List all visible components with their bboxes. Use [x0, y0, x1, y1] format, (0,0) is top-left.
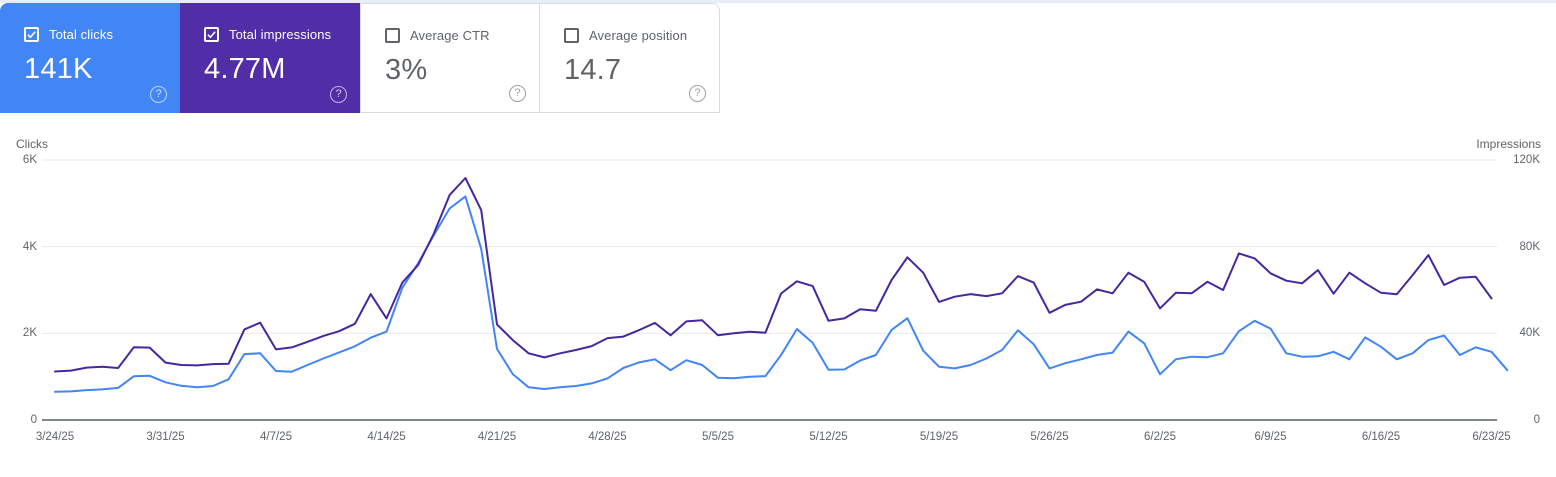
card-average-position[interactable]: Average position 14.7 ? — [540, 3, 720, 113]
card-value: 3% — [385, 54, 428, 86]
left-axis-tick: 0 — [30, 414, 37, 426]
left-axis-tick: 6K — [22, 154, 37, 166]
impressions-line[interactable] — [54, 177, 1493, 373]
left-axis-tick: 4K — [22, 240, 37, 253]
x-axis-date-label: 5/19/25 — [919, 431, 959, 443]
clicks-line[interactable] — [54, 195, 1509, 393]
card-total-clicks[interactable]: Total clicks 141K ? — [0, 3, 180, 113]
help-icon[interactable]: ? — [689, 85, 706, 102]
left-axis-title: Clicks — [16, 137, 48, 151]
performance-line-chart[interactable]: Clicks Impressions 0 2K 4K 6K 0 40K 80K 120K 3/2… — [0, 130, 1556, 477]
x-axis-date-label: 4/7/25 — [260, 431, 292, 443]
left-axis-tick: 2K — [22, 327, 37, 340]
right-axis-title: Impressions — [1476, 137, 1541, 151]
x-axis-date-label: 6/9/25 — [1254, 431, 1287, 443]
help-icon[interactable]: ? — [330, 86, 347, 103]
checkbox-unchecked-icon[interactable] — [385, 28, 400, 43]
card-value: 4.77M — [204, 53, 286, 85]
x-axis-date-label: 4/21/25 — [477, 431, 517, 443]
x-axis-date-label: 5/5/25 — [702, 431, 734, 443]
x-axis-date-label: 3/31/25 — [146, 431, 185, 443]
x-axis-date-label: 6/2/25 — [1144, 431, 1176, 443]
page-background-strip — [0, 0, 1556, 3]
x-axis-date-label: 6/23/25 — [1472, 431, 1511, 443]
x-axis-date-label: 4/14/25 — [367, 431, 406, 443]
card-average-ctr[interactable]: Average CTR 3% ? — [360, 3, 540, 113]
chart-canvas[interactable] — [0, 130, 1556, 477]
right-axis-tick: 0 — [1533, 414, 1540, 426]
right-axis-tick: 120K — [1513, 154, 1540, 166]
card-value: 14.7 — [564, 54, 622, 86]
checkbox-checked-icon[interactable] — [24, 27, 39, 42]
card-label: Average position — [589, 28, 688, 43]
card-label: Total impressions — [229, 27, 332, 42]
card-label: Total clicks — [49, 27, 114, 42]
card-value: 141K — [24, 53, 93, 85]
help-icon[interactable]: ? — [150, 86, 167, 103]
x-axis-date-label: 4/28/25 — [588, 431, 627, 443]
card-total-impressions[interactable]: Total impressions 4.77M ? — [180, 3, 360, 113]
right-axis-tick: 40K — [1519, 327, 1540, 340]
x-axis-date-label: 5/26/25 — [1030, 431, 1069, 443]
x-axis-date-label: 5/12/25 — [809, 431, 848, 443]
checkbox-checked-icon[interactable] — [204, 27, 219, 42]
right-axis-tick: 80K — [1519, 240, 1540, 253]
x-axis-date-label: 6/16/25 — [1361, 431, 1401, 443]
checkbox-unchecked-icon[interactable] — [564, 28, 579, 43]
x-axis-date-label: 3/24/25 — [35, 431, 75, 443]
card-label: Average CTR — [410, 28, 490, 43]
help-icon[interactable]: ? — [509, 85, 526, 102]
